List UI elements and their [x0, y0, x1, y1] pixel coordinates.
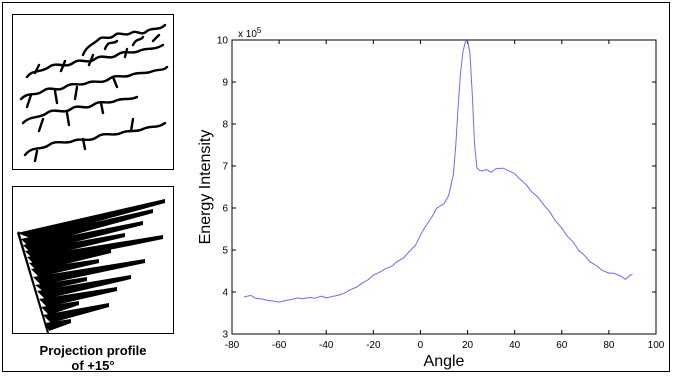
x-tick-label: 100 — [648, 340, 665, 351]
y-tick-label: 7 — [222, 162, 228, 173]
projection-profile-image — [12, 186, 174, 334]
figure-frame — [2, 2, 670, 372]
x-tick-label: -80 — [225, 340, 240, 351]
y-exponent-label: x 105 — [238, 26, 262, 40]
x-tick-label: 20 — [462, 340, 474, 351]
x-tick-label: 60 — [556, 340, 568, 351]
y-tick-label: 4 — [222, 288, 228, 299]
y-tick-label: 8 — [222, 120, 228, 131]
y-tick-label: 3 — [222, 330, 228, 341]
y-tick-label: 5 — [222, 246, 228, 257]
y-tick-label: 10 — [217, 36, 229, 47]
x-tick-label: 40 — [509, 340, 521, 351]
x-tick-label: 0 — [418, 340, 424, 351]
x-tick-label: 80 — [603, 340, 615, 351]
y-tick-label: 9 — [222, 78, 228, 89]
y-axis-label: Energy Intensity — [197, 130, 214, 245]
x-tick-label: -60 — [272, 340, 287, 351]
x-axis-label: Angle — [424, 353, 465, 370]
caption-line-2: of +15° — [71, 358, 115, 373]
x-tick-label: -40 — [319, 340, 334, 351]
plot-area — [231, 39, 657, 335]
series-line — [243, 40, 633, 303]
x-tick-label: -20 — [366, 340, 381, 351]
y-tick-label: 6 — [222, 204, 228, 215]
handwriting-sample-image — [12, 14, 174, 170]
projection-profile-bars — [17, 199, 165, 333]
caption-line-1: Projection profile — [39, 343, 147, 358]
handwriting-strokes — [19, 23, 169, 163]
